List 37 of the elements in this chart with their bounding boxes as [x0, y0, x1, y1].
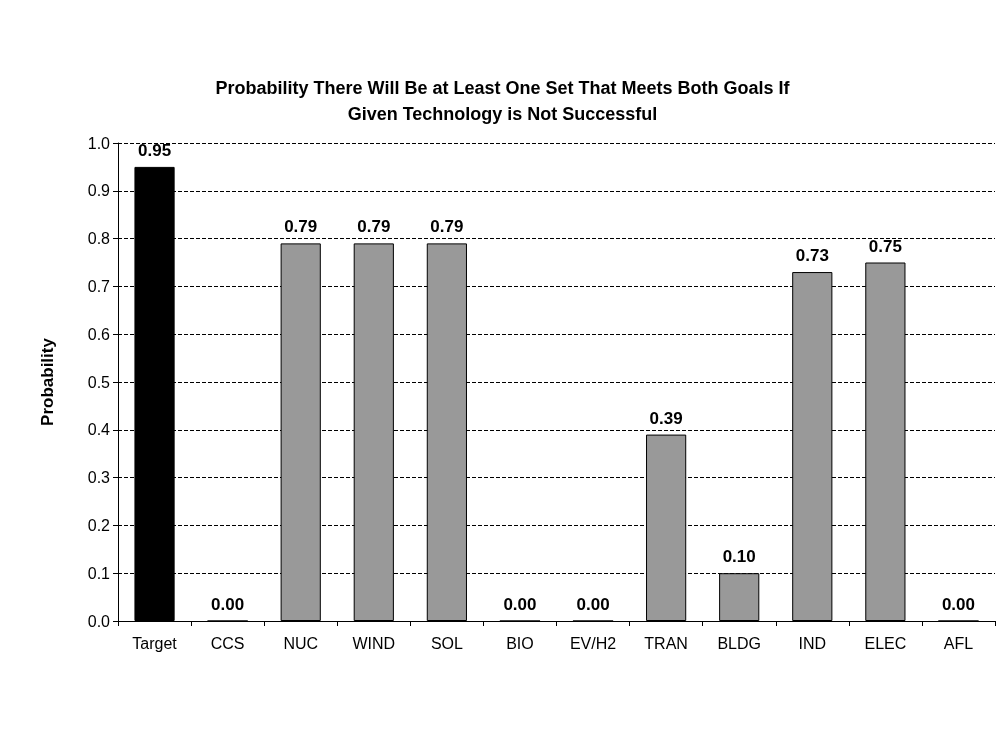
- y-tick-label: 0.8: [87, 230, 111, 248]
- data-label: 0.79: [357, 217, 391, 237]
- data-label: 0.00: [941, 594, 976, 614]
- data-label: 0.75: [868, 236, 902, 256]
- y-axis-title: Probability: [38, 337, 57, 426]
- data-label: 0.00: [211, 594, 245, 614]
- y-tick-label: 0.5: [87, 373, 111, 391]
- x-tick-label: CCS: [210, 634, 245, 652]
- x-tick-label: Target: [132, 634, 178, 652]
- y-tick-label: 0.2: [87, 516, 111, 534]
- x-tick-label: IND: [798, 634, 827, 652]
- y-tick-label: 0.1: [87, 564, 111, 582]
- x-tick-label: EV/H2: [569, 634, 617, 652]
- y-tick-label: 1.0: [87, 134, 111, 152]
- data-label: 0.00: [503, 594, 537, 614]
- data-label: 0.95: [137, 140, 172, 160]
- data-label: 0.73: [795, 246, 829, 266]
- x-tick-label: NUC: [283, 634, 319, 652]
- chart-title: Probability There Will Be at Least One Set That Meets Both Goals If Given Technology is Not Successful: [215, 78, 791, 124]
- data-label: 0.39: [649, 408, 683, 428]
- data-label: 0.79: [284, 217, 318, 237]
- x-tick-label: TRAN: [644, 634, 688, 652]
- x-tick-label: BIO: [506, 634, 534, 652]
- y-tick-label: 0.9: [87, 182, 111, 200]
- x-tick-label: BLDG: [717, 634, 761, 652]
- data-label: 0.79: [430, 217, 464, 237]
- y-tick-label: 0.4: [87, 421, 111, 439]
- y-tick-label: 0.7: [87, 277, 111, 295]
- x-tick-label: WIND: [352, 634, 396, 652]
- x-tick-label: ELEC: [864, 634, 907, 652]
- y-tick-label: 0.0: [87, 612, 111, 630]
- x-tick-label: AFL: [943, 634, 974, 652]
- x-tick-label: SOL: [430, 634, 463, 652]
- y-tick-label: 0.3: [87, 469, 111, 487]
- data-label: 0.00: [576, 594, 610, 614]
- y-tick-label: 0.6: [87, 325, 111, 343]
- data-label: 0.10: [722, 547, 756, 567]
